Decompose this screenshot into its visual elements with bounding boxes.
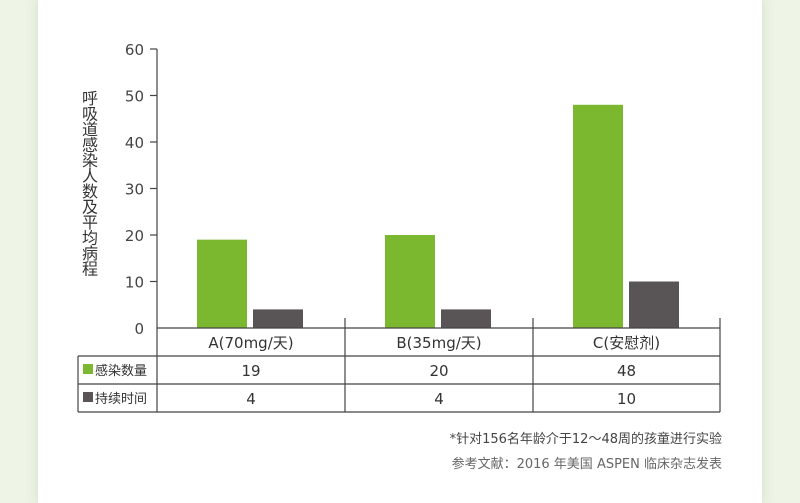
y-tick-label: 50 (125, 88, 144, 106)
bar-duration (253, 309, 303, 328)
y-tick-label: 20 (125, 227, 144, 245)
legend-swatch (83, 364, 93, 374)
y-tick-label: 40 (125, 134, 144, 152)
y-axis-title-char: 呼 (82, 89, 98, 108)
bar-infection-count (197, 239, 247, 328)
table-cell: 20 (429, 362, 448, 380)
footnote: *针对156名年龄介于12～48周的孩童进行实验 (449, 432, 722, 447)
bar-infection-count (573, 104, 623, 328)
y-axis-title-char: 程 (82, 260, 98, 279)
table-row-label: 持续时间 (95, 392, 147, 407)
table-cell: 4 (434, 390, 444, 408)
y-axis-title-char: 人 (82, 167, 98, 186)
table-cell: 48 (617, 362, 636, 380)
bar-infection-count (385, 235, 435, 328)
y-axis-title-char: 感 (82, 136, 98, 155)
y-axis-title-char: 吸 (82, 105, 98, 124)
y-axis-title-char: 数 (82, 182, 98, 201)
table-row-label: 感染数量 (95, 363, 147, 379)
reference-note: 参考文献：2016 年美国 ASPEN 临床杂志发表 (451, 457, 722, 472)
y-axis-title-char: 染 (82, 151, 98, 170)
table-cell: 10 (617, 390, 636, 408)
table-cell: 19 (241, 362, 260, 380)
y-axis-title-char: 均 (82, 229, 98, 248)
category-label: A(70mg/天) (208, 334, 293, 352)
category-label: C(安慰剂) (593, 334, 660, 352)
category-label: B(35mg/天) (396, 334, 481, 352)
table-cell: 4 (246, 390, 256, 408)
y-tick-label: 10 (125, 274, 144, 292)
y-tick-label: 60 (125, 41, 144, 59)
y-tick-label: 30 (125, 181, 144, 199)
y-axis-title-char: 及 (82, 198, 98, 217)
y-axis-title-char: 道 (82, 120, 98, 139)
y-axis-title-char: 平 (82, 213, 98, 232)
bar-duration (629, 281, 679, 328)
bar-duration (441, 309, 491, 328)
y-tick-label: 0 (134, 320, 144, 338)
legend-swatch (83, 392, 93, 402)
y-axis-title-char: 病 (82, 244, 98, 263)
